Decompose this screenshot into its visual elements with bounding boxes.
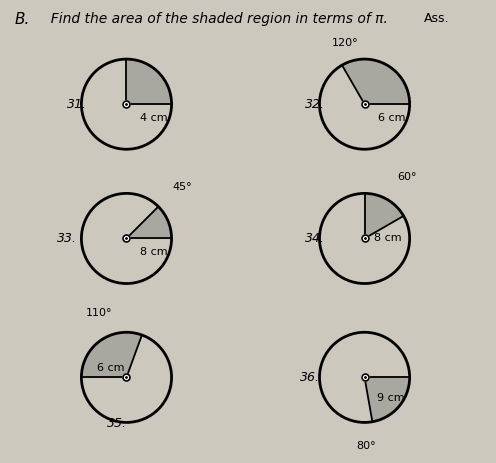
- Text: 35.: 35.: [107, 417, 126, 430]
- Polygon shape: [126, 59, 172, 104]
- Text: B.: B.: [15, 12, 30, 26]
- Text: 110°: 110°: [86, 308, 112, 319]
- Text: 4 cm: 4 cm: [140, 113, 168, 123]
- Polygon shape: [365, 194, 404, 238]
- Text: 33.: 33.: [57, 232, 77, 245]
- Text: 8 cm: 8 cm: [140, 247, 168, 257]
- Text: Ass.: Ass.: [424, 12, 449, 25]
- Polygon shape: [81, 332, 142, 377]
- Text: 34.: 34.: [305, 232, 325, 245]
- Text: 6 cm: 6 cm: [97, 363, 124, 373]
- Text: 32.: 32.: [305, 98, 325, 111]
- Text: Find the area of the shaded region in terms of π.: Find the area of the shaded region in te…: [42, 12, 388, 25]
- Text: 9 cm: 9 cm: [377, 393, 405, 403]
- Polygon shape: [365, 377, 410, 422]
- Text: 31.: 31.: [67, 98, 87, 111]
- Text: 8 cm: 8 cm: [374, 233, 402, 243]
- Text: 60°: 60°: [397, 172, 417, 182]
- Polygon shape: [342, 59, 410, 104]
- Text: 6 cm: 6 cm: [378, 113, 406, 123]
- Text: 45°: 45°: [173, 182, 192, 193]
- Polygon shape: [126, 206, 172, 238]
- Text: 80°: 80°: [356, 441, 376, 451]
- Text: 120°: 120°: [332, 38, 359, 48]
- Text: 36.: 36.: [300, 371, 320, 384]
